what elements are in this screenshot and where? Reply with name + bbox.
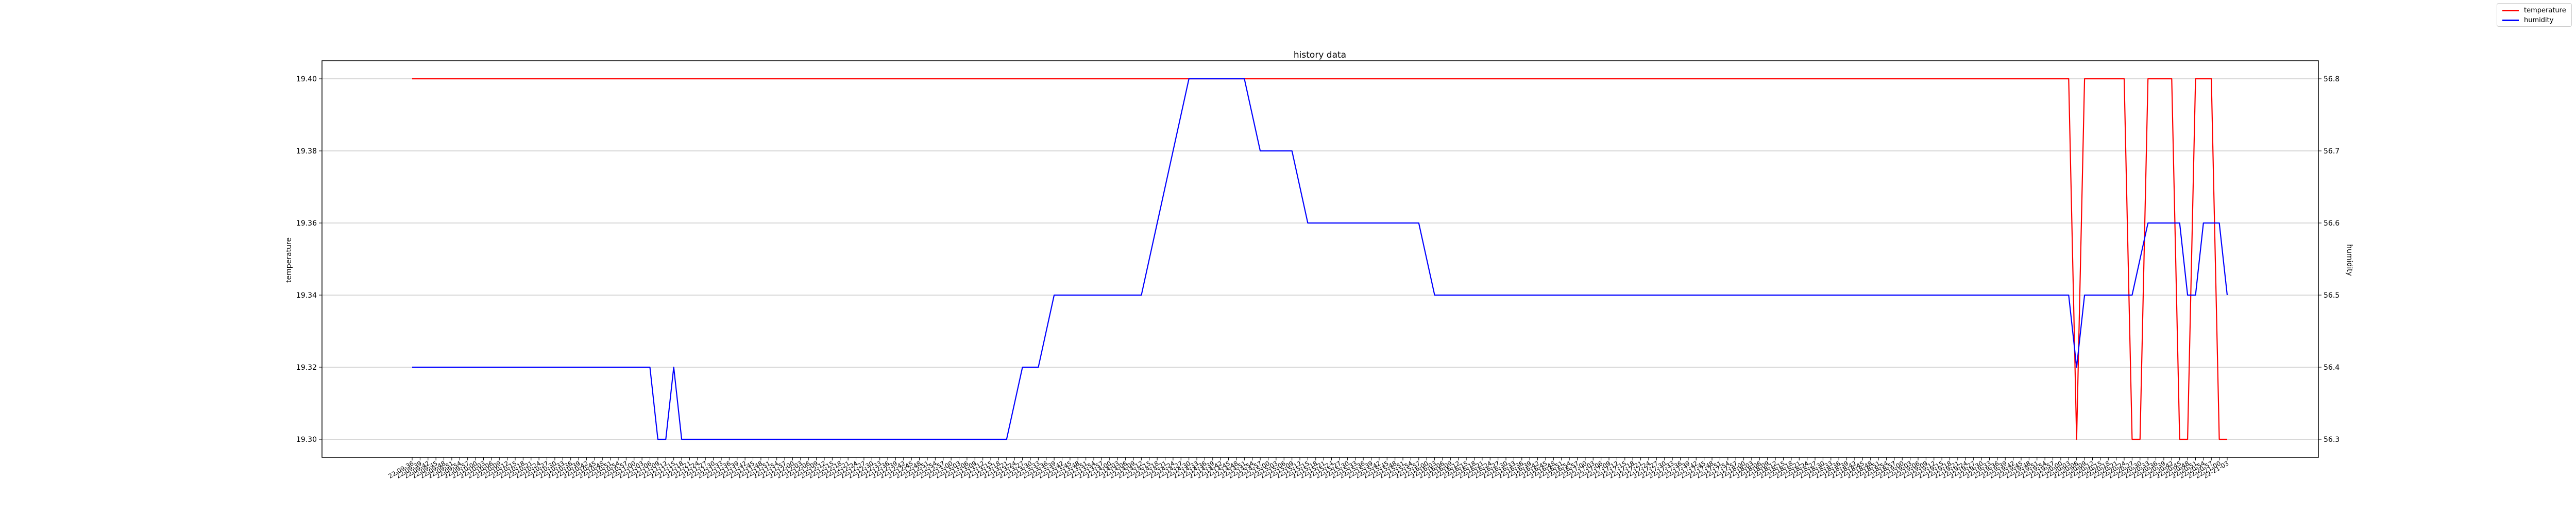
right-tick-label: 56.7 <box>2324 147 2340 156</box>
right-tick-label: 56.4 <box>2324 364 2340 372</box>
right-tick-label: 56.8 <box>2324 75 2340 83</box>
legend-label-temperature: temperature <box>2524 6 2566 14</box>
right-tick-label: 56.5 <box>2324 291 2340 300</box>
x-axis-ticks: 22-09-3622-09-3922-09-4222-09-4522-09-48… <box>387 457 2230 480</box>
left-tick-label: 19.30 <box>296 436 317 444</box>
plot-frame <box>321 60 2319 458</box>
series-line-humidity <box>412 78 2228 440</box>
left-tick-label: 19.38 <box>296 147 317 156</box>
legend-swatch-temperature <box>2502 9 2519 11</box>
chart-title: history data <box>1294 50 1346 60</box>
left-tick-label: 19.34 <box>296 291 317 300</box>
left-axis-ticks: 19.30 19.32 19.34 19.36 19.38 19.40 <box>296 75 322 444</box>
legend-label-humidity: humidity <box>2524 16 2554 24</box>
right-tick-label: 56.6 <box>2324 219 2340 228</box>
left-tick-label: 19.36 <box>296 219 317 228</box>
left-axis-label: temperature <box>285 237 293 283</box>
left-tick-label: 19.40 <box>296 75 317 83</box>
legend-item-temperature: temperature <box>2502 6 2566 15</box>
series-line-temperature <box>412 78 2227 440</box>
legend-swatch-humidity <box>2502 19 2519 21</box>
right-tick-label: 56.3 <box>2324 436 2340 444</box>
series-lines <box>412 78 2228 440</box>
legend-item-humidity: humidity <box>2502 15 2553 25</box>
left-tick-label: 19.32 <box>296 364 317 372</box>
legend: temperature humidity <box>2497 3 2572 27</box>
right-axis-ticks: 56.3 56.4 56.5 56.6 56.7 56.8 <box>2318 75 2340 444</box>
gridlines <box>322 78 2318 440</box>
right-axis-label: humidity <box>2345 244 2353 276</box>
